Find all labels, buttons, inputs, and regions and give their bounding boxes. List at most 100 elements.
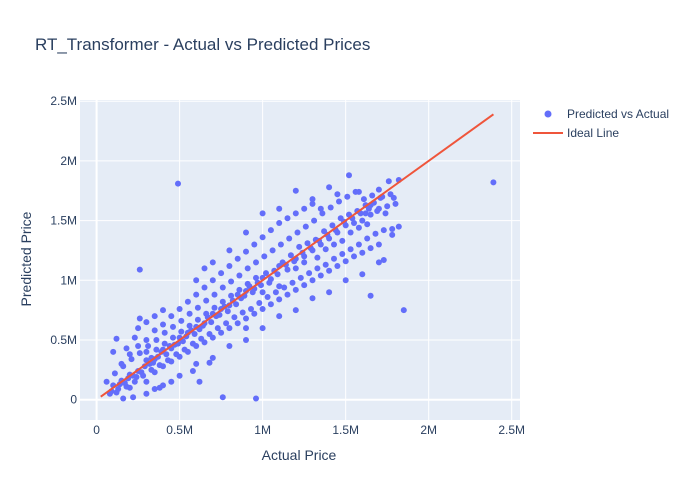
scatter-point [168, 313, 175, 320]
scatter-point [120, 395, 127, 402]
scatter-point [289, 279, 296, 286]
scatter-point [301, 205, 308, 212]
scatter-point [126, 384, 133, 391]
scatter-point [208, 319, 215, 326]
scatter-point [269, 247, 276, 254]
scatter-point [277, 241, 284, 248]
scatter-point [287, 252, 294, 259]
chart-title: RT_Transformer - Actual vs Predicted Pri… [35, 35, 370, 54]
scatter-point [118, 360, 125, 367]
scatter-point [196, 378, 203, 385]
scatter-point [389, 226, 396, 232]
scatter-point [219, 394, 226, 401]
scatter-point [113, 335, 120, 342]
scatter-point [259, 289, 266, 296]
x-tick-label: 2.5M [498, 423, 525, 437]
scatter-point [355, 188, 362, 195]
scatter-point [209, 259, 216, 266]
x-axis-title: Actual Price [262, 447, 337, 463]
scatter-point [309, 200, 316, 207]
scatter-point [175, 180, 181, 187]
scatter-point [194, 316, 201, 323]
scatter-point [138, 369, 145, 376]
scatter-point [186, 310, 193, 317]
scatter-point [334, 263, 341, 269]
scatter-point [276, 296, 283, 303]
scatter-point [228, 278, 235, 285]
scatter-point [309, 295, 316, 302]
scatter-point [251, 310, 258, 317]
scatter-point [151, 369, 158, 376]
legend-item-predicted[interactable]: Predicted vs Actual [544, 107, 670, 121]
scatter-point [131, 334, 138, 341]
scatter-point [364, 221, 371, 228]
scatter-point [385, 178, 392, 185]
scatter-point [136, 266, 143, 273]
x-tick-label: 1M [254, 423, 271, 437]
scatter-point [131, 378, 138, 385]
scatter-point [226, 343, 233, 349]
scatter-point [231, 314, 238, 321]
scatter-point [176, 306, 183, 312]
scatter-point [360, 196, 367, 203]
x-tick-label: 2M [420, 423, 437, 437]
scatter-point [292, 307, 299, 314]
scatter-point [326, 289, 333, 296]
scatter-point [160, 363, 166, 370]
scatter-point [346, 172, 352, 179]
scatter-point [218, 329, 225, 336]
scatter-point [130, 394, 137, 401]
scatter-point [193, 343, 200, 349]
scatter-point [233, 301, 240, 308]
scatter-point [126, 351, 133, 358]
scatter-point [351, 220, 357, 226]
scatter-point [209, 277, 216, 284]
scatter-point [161, 340, 168, 347]
scatter-point [193, 277, 200, 284]
scatter-point [276, 205, 283, 212]
scatter-point [311, 217, 318, 224]
ideal-line [100, 113, 495, 398]
scatter-point [206, 359, 213, 366]
scatter-point [331, 241, 337, 248]
scatter-point [201, 284, 208, 291]
scatter-point [276, 283, 283, 290]
scatter-point [395, 223, 402, 230]
scatter-point [243, 337, 249, 343]
legend-item-ideal[interactable]: Ideal Line [533, 126, 619, 140]
scatter-point [193, 360, 200, 367]
scatter-point [259, 325, 266, 332]
scatter-point [234, 320, 241, 327]
scatter-point [178, 317, 185, 324]
scatter-point [336, 198, 342, 205]
scatter-point [309, 277, 316, 284]
legend-marker-scatter [544, 110, 552, 118]
scatter-point [186, 322, 193, 329]
scatter-point [322, 246, 329, 253]
legend-label-ideal: Ideal Line [567, 126, 619, 140]
scatter-point [153, 346, 160, 353]
scatter-point [389, 231, 396, 238]
scatter-point [326, 267, 333, 274]
scatter-point [286, 235, 293, 242]
scatter-point [327, 204, 334, 211]
scatter-point [267, 301, 274, 308]
scatter-point [145, 343, 152, 349]
scatter-point [243, 229, 249, 236]
scatter-point [380, 257, 387, 263]
scatter-point [322, 261, 329, 268]
scatter-point [243, 325, 249, 332]
scatter-point [224, 308, 231, 315]
scatter-point [133, 374, 140, 380]
scatter-point [249, 289, 256, 296]
scatter-point [319, 210, 326, 217]
scatter-point [375, 241, 382, 248]
scatter-point [294, 229, 301, 236]
scatter-point [236, 272, 243, 279]
scatter-point [153, 337, 160, 343]
scatter-point [351, 253, 357, 260]
scatter-point [317, 205, 324, 212]
scatter-point [380, 227, 387, 234]
scatter-point [276, 313, 283, 320]
